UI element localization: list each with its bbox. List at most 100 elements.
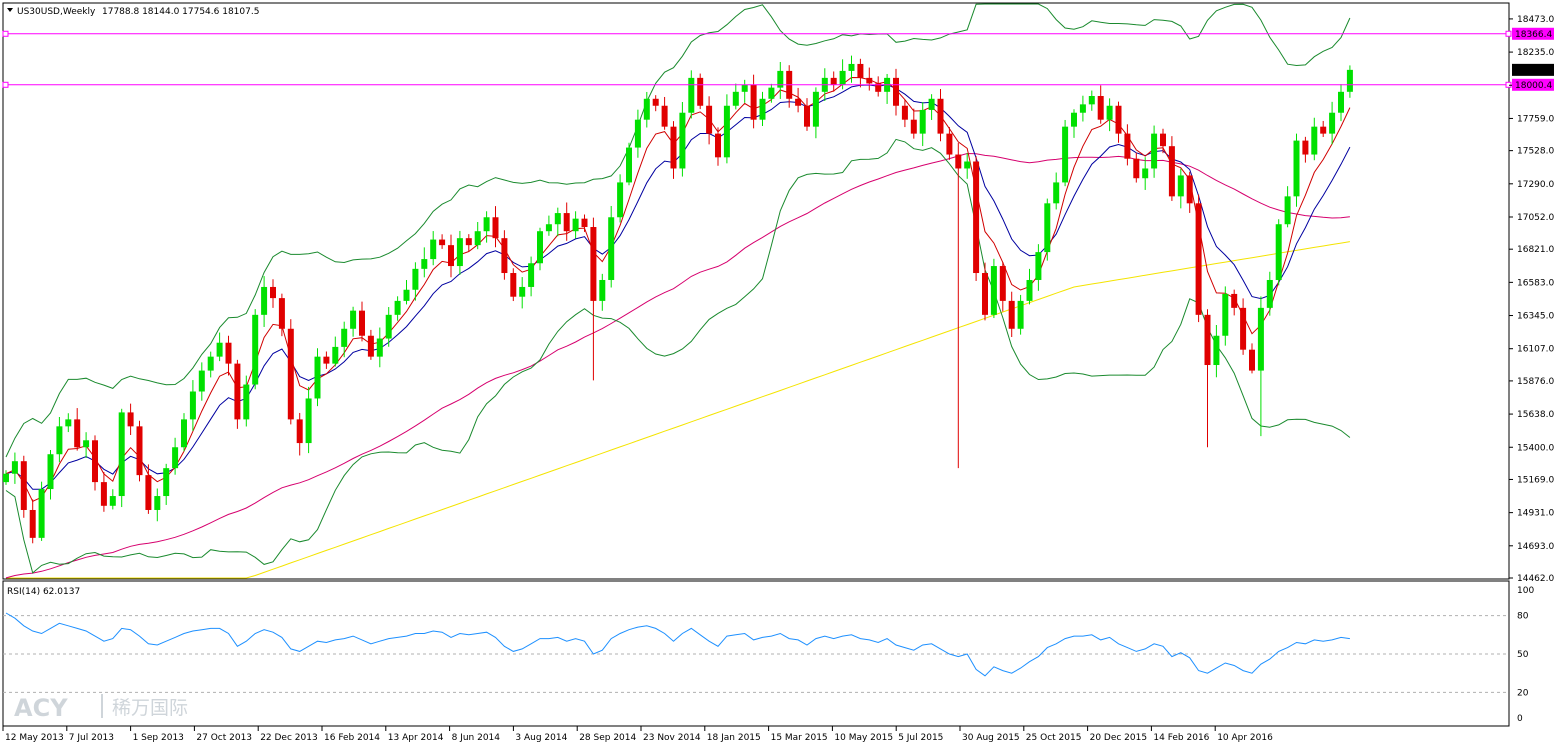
candle-body [136, 426, 143, 476]
candle-body [999, 266, 1006, 301]
candle-body [341, 328, 348, 347]
candle-body [376, 338, 383, 357]
candle-body [955, 154, 962, 169]
candle-body [599, 279, 606, 301]
last-price-value: 18107.5 [1515, 66, 1552, 76]
candle-body [118, 412, 125, 497]
candle-body [1017, 300, 1024, 329]
candle-body [385, 314, 392, 339]
candle-body [973, 161, 980, 274]
rsi-tick-label: 100 [1517, 586, 1534, 596]
candle-body [1151, 133, 1158, 169]
candle-body [456, 238, 463, 267]
candle-body [252, 314, 259, 385]
candle-body [519, 286, 526, 297]
candle-body [617, 182, 624, 218]
candle-body [92, 440, 98, 483]
time-tick-label: 10 Apr 2016 [1217, 733, 1273, 743]
candle-body [1275, 224, 1282, 280]
line-handle-left [2, 30, 9, 37]
line-handle-left [2, 81, 9, 88]
candle-body [1071, 112, 1077, 127]
candle-body [421, 259, 428, 269]
candle-body [634, 119, 641, 148]
candle-body [1115, 105, 1122, 134]
candle-body [474, 231, 481, 246]
candle-body [359, 310, 365, 336]
candle-body [367, 335, 374, 357]
rsi-tick-label: 0 [1517, 714, 1523, 724]
price-level-tag [1512, 78, 1554, 91]
price-tick-label: 15876.0 [1517, 377, 1554, 387]
candle-body [1053, 182, 1060, 204]
candle-body [1195, 203, 1202, 315]
candle-body [501, 238, 508, 274]
price-level-value: 18000.4 [1515, 81, 1552, 91]
price-tick-label: 16821.0 [1517, 245, 1554, 255]
candle-body [1133, 158, 1140, 179]
time-tick-label: 20 Dec 2015 [1090, 733, 1148, 743]
rsi-tick-label: 50 [1517, 650, 1529, 660]
candle-body [403, 289, 410, 301]
watermark-cn: 稀万国际 [112, 697, 188, 719]
candle-body [1142, 168, 1149, 179]
candle-body [483, 217, 490, 232]
candle-body [1346, 69, 1353, 92]
candle-body [11, 461, 18, 474]
time-tick-label: 22 Dec 2013 [260, 733, 318, 743]
candle-body [1097, 95, 1104, 120]
price-tick-label: 15400.0 [1517, 443, 1554, 453]
candle-body [243, 384, 250, 420]
candle-body [1062, 126, 1069, 183]
rsi-tick-label: 20 [1517, 688, 1529, 698]
price-tick-label: 14462.0 [1517, 574, 1554, 584]
time-tick-label: 30 Aug 2015 [962, 733, 1020, 743]
candle-body [768, 87, 775, 99]
dropdown-triangle-icon[interactable] [7, 8, 13, 12]
time-tick-label: 5 Jul 2015 [898, 733, 943, 743]
candle-body [795, 98, 802, 106]
candle-body [1213, 335, 1220, 366]
candle-body [1204, 314, 1211, 366]
time-tick-label: 25 Oct 2015 [1026, 733, 1082, 743]
candle-body [74, 419, 81, 448]
candle-body [741, 84, 748, 92]
candle-body [154, 496, 161, 510]
candle-body [492, 217, 499, 239]
candle-body [812, 91, 819, 127]
candle-body [875, 83, 882, 92]
candle-body [590, 227, 597, 301]
candle-body [332, 346, 339, 364]
candle-body [946, 133, 953, 155]
candle-body [1293, 140, 1300, 197]
candle-body [1249, 349, 1255, 371]
candle-body [581, 218, 588, 228]
candle-body [643, 98, 650, 120]
candle-body [38, 489, 45, 538]
price-tick-label: 15169.0 [1517, 475, 1554, 485]
time-tick-label: 18 Jan 2015 [707, 733, 761, 743]
rsi-line [5, 612, 1350, 677]
candle-body [1088, 95, 1095, 105]
candle-body [1302, 140, 1309, 155]
rsi-tick-label: 80 [1517, 612, 1529, 622]
candle-body [1257, 307, 1264, 371]
candle-body [937, 98, 944, 134]
price-level-lines [2, 30, 1512, 88]
candle-body [465, 238, 472, 246]
candle-body [759, 98, 766, 120]
price-tick-label: 17290.0 [1517, 180, 1554, 190]
candle-body [1338, 91, 1344, 113]
candle-body [1231, 293, 1238, 308]
candle-body [287, 328, 294, 420]
candle-body [804, 105, 810, 127]
price-tick-label: 17052.0 [1517, 213, 1554, 223]
candle-body [314, 356, 321, 399]
candle-body [1320, 126, 1327, 134]
candle-body [919, 109, 926, 134]
watermark-logo: ACY [14, 694, 68, 722]
price-tick-label: 18473.0 [1517, 15, 1554, 25]
candle-body [65, 419, 72, 427]
candle-body [723, 105, 730, 158]
